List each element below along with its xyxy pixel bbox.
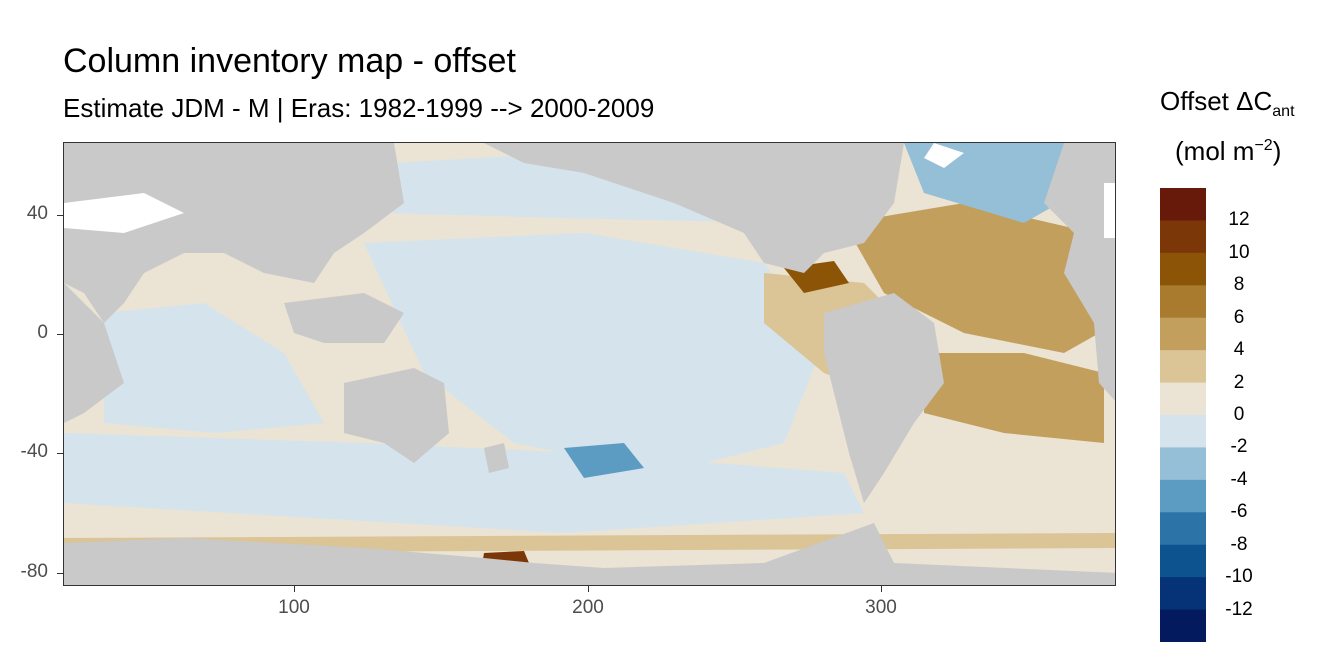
legend-color-step: [1160, 285, 1206, 319]
y-tickmark: [57, 573, 63, 574]
legend-label: 8: [1233, 274, 1245, 296]
y-tickmark: [57, 453, 63, 454]
south-atlantic-high-region: [924, 353, 1104, 443]
map-subtitle: Estimate JDM - M | Eras: 1982-1999 --> 2…: [63, 93, 655, 123]
missing-north-west: [64, 193, 184, 233]
north-atlantic-high-region: [844, 203, 1115, 353]
y-tick-40: 40: [26, 203, 48, 224]
legend-title: Offset ΔCant: [1160, 86, 1295, 120]
y-tick-minus80: -80: [20, 561, 48, 582]
legend-color-step: [1160, 479, 1206, 513]
australia-land: [344, 368, 449, 463]
y-tick-0: 0: [37, 322, 48, 343]
y-tickmark: [57, 334, 63, 335]
legend-color-step: [1160, 609, 1206, 642]
legend-label: -2: [1230, 436, 1248, 458]
ocean-map: [64, 143, 1115, 585]
legend-color-step: [1160, 317, 1206, 351]
legend-color-step: [1160, 415, 1206, 448]
x-tickmark: [294, 586, 295, 592]
missing-north-east: [1104, 183, 1115, 238]
southern-negative-band: [64, 433, 864, 533]
pacific-minimum-patch: [564, 443, 644, 478]
south-america-land: [824, 293, 944, 503]
legend-color-step: [1160, 512, 1206, 546]
y-tickmark: [57, 215, 63, 216]
legend-color-step: [1160, 577, 1206, 611]
map-panel: [63, 142, 1116, 586]
legend-color-step: [1160, 188, 1206, 221]
x-tick-100: 100: [278, 597, 310, 618]
land: [64, 143, 1115, 585]
legend-label: 0: [1233, 404, 1245, 425]
pacific-negative-region: [364, 233, 824, 473]
map-title: Column inventory map - offset: [63, 42, 516, 80]
new-zealand-land: [484, 443, 509, 473]
legend-label: -12: [1225, 598, 1253, 620]
eurasia-africa-land: [64, 143, 404, 323]
legend-label: 2: [1233, 371, 1245, 393]
legend-color-step: [1160, 544, 1206, 578]
missing-data: [64, 143, 1115, 238]
legend-label: -10: [1225, 566, 1253, 588]
north-america-land: [484, 143, 904, 273]
legend-label: -6: [1230, 501, 1248, 523]
x-tickmark: [881, 586, 882, 592]
legend-label: -4: [1230, 468, 1248, 490]
legend-label: 12: [1228, 209, 1250, 231]
legend-label: 4: [1233, 339, 1245, 361]
africa-east-land: [64, 283, 124, 423]
x-tick-300: 300: [865, 597, 897, 618]
legend-color-step: [1160, 252, 1206, 286]
y-tick-minus40: -40: [20, 441, 48, 462]
europe-africa-land: [1044, 143, 1115, 401]
legend-color-step: [1160, 350, 1206, 384]
legend-label: 6: [1233, 306, 1245, 328]
indian-negative-region: [104, 303, 324, 433]
legend-label: 10: [1228, 241, 1250, 263]
legend-color-step: [1160, 382, 1206, 416]
legend-label: -8: [1230, 533, 1248, 555]
legend-colorbar: [1160, 188, 1206, 642]
antarctica-land: [64, 523, 1115, 585]
x-tickmark: [588, 586, 589, 592]
maritime-continent-land: [284, 293, 404, 343]
missing-north-atlantic: [924, 143, 964, 168]
x-tick-200: 200: [572, 597, 604, 618]
legend-unit: (mol m−2): [1175, 136, 1282, 166]
legend-color-step: [1160, 447, 1206, 481]
legend-color-step: [1160, 220, 1206, 254]
